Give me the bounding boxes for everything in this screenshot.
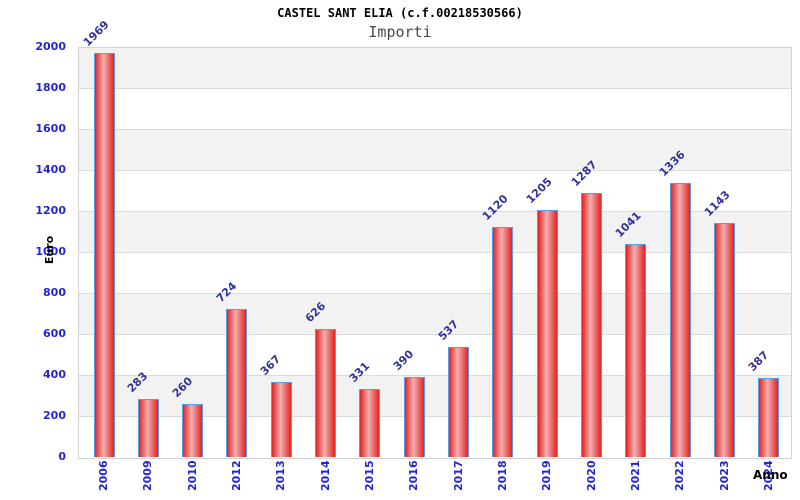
y-tick-label: 200 <box>43 409 66 422</box>
grid-band <box>79 130 791 171</box>
grid-band <box>79 376 791 417</box>
grid-band <box>79 212 791 253</box>
grid-band <box>79 48 791 89</box>
plot-area <box>78 47 792 459</box>
y-tick-label: 0 <box>58 450 66 463</box>
grid-band <box>79 171 791 212</box>
x-tick-label: 2009 <box>141 460 155 491</box>
x-axis-title: Anno <box>753 468 788 482</box>
grid-band <box>79 294 791 335</box>
x-tick-label: 2023 <box>717 460 731 491</box>
grid-band <box>79 417 791 458</box>
y-tick-label: 1200 <box>35 204 66 217</box>
grid-band <box>79 89 791 130</box>
y-tick-label: 1800 <box>35 81 66 94</box>
x-tick-label: 2019 <box>540 460 554 491</box>
x-tick-label: 2015 <box>362 460 376 491</box>
x-tick-label: 2022 <box>673 460 687 491</box>
chart-title: CASTEL SANT ELIA (c.f.00218530566) <box>277 6 523 20</box>
y-tick-label: 400 <box>43 368 66 381</box>
y-tick-label: 800 <box>43 286 66 299</box>
y-axis-title: Euro <box>43 235 56 265</box>
y-tick-label: 2000 <box>35 40 66 53</box>
y-tick-label: 600 <box>43 327 66 340</box>
y-tick-label: 1000 <box>35 245 66 258</box>
chart-subtitle: Importi <box>368 23 432 41</box>
x-tick-label: 2021 <box>628 460 642 491</box>
x-tick-label: 2006 <box>97 460 110 491</box>
x-tick-label: 2013 <box>274 460 288 491</box>
x-tick-label: 2012 <box>229 460 243 491</box>
y-axis: 2000 1800 1600 1400 1200 1000 800 600 400 200 0 <box>0 40 72 463</box>
x-tick-label: 2018 <box>495 460 509 491</box>
x-tick-label: 2020 <box>584 460 598 491</box>
x-tick-label: 2010 <box>185 460 199 491</box>
x-tick-label: 2016 <box>407 460 421 491</box>
x-tick-label: 2017 <box>451 460 465 491</box>
x-tick-label: 2014 <box>318 460 332 491</box>
grid-band <box>79 253 791 294</box>
grid-band <box>79 335 791 376</box>
y-tick-label: 1400 <box>35 163 66 176</box>
y-tick-label: 1600 <box>35 122 66 135</box>
